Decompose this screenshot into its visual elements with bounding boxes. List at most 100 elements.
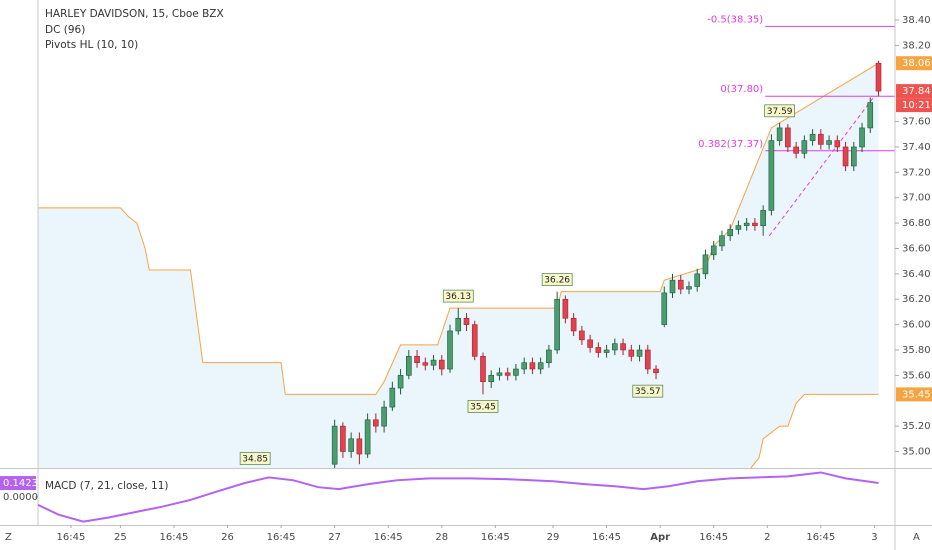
candle-body: [727, 229, 733, 237]
candle-body: [867, 102, 874, 129]
candle-body: [546, 349, 552, 363]
x-tick-label: 16:45: [806, 532, 835, 543]
candle-body: [677, 279, 684, 290]
candle-body: [397, 375, 404, 389]
x-tick-label: 16:45: [592, 532, 621, 543]
pivot-label: 35.45: [470, 402, 496, 412]
candle-body: [776, 127, 783, 141]
fib-label: -0.5(38.35): [707, 14, 763, 25]
candle-body: [521, 362, 527, 370]
candle-body: [570, 317, 577, 332]
channel-fill: [38, 63, 879, 468]
pivot-box: [467, 400, 499, 413]
candle-body: [364, 419, 371, 455]
candle-body: [620, 343, 626, 351]
candle-body: [612, 343, 618, 351]
y-tick-label: 36.20: [902, 294, 931, 305]
candle-body: [785, 127, 791, 148]
macd-badge: [0, 476, 36, 491]
pivot-label: 34.85: [242, 455, 268, 465]
x-tick-label: 16:45: [57, 532, 86, 543]
price-badge-label: 35.45: [902, 389, 931, 400]
candle-body: [719, 235, 725, 247]
y-tick-label: 37.60: [902, 117, 931, 128]
pivot-box: [764, 104, 795, 118]
price-badge-label: 38.06: [902, 58, 931, 69]
toolbar-button[interactable]: A: [913, 532, 920, 543]
candle-body: [529, 362, 536, 370]
countdown-label: 10:21: [902, 100, 931, 111]
indicator-label: Pivots HL (10, 10): [45, 39, 138, 51]
y-tick-label: 35.00: [902, 447, 931, 458]
x-tick-label: 28: [435, 532, 448, 543]
candle-body: [760, 210, 766, 226]
candle-body: [422, 362, 429, 366]
pivot-box: [239, 452, 271, 465]
candle-body: [603, 349, 610, 353]
fib-label: 0(37.80): [720, 84, 763, 95]
candle-body: [694, 273, 701, 287]
toolbar-button[interactable]: Z: [5, 532, 12, 543]
macd-title: MACD (7, 21, close, 11): [45, 480, 168, 492]
chart-title: HARLEY DAVIDSON, 15, Cboe BZX: [45, 8, 224, 20]
candle-body: [636, 349, 643, 357]
pivot-label: 37.59: [767, 107, 793, 117]
y-tick-label: 37.20: [902, 167, 931, 178]
pivot-box: [632, 384, 664, 398]
fib-label: 0.382(37.37): [698, 139, 763, 150]
y-tick-label: 38.40: [902, 15, 931, 26]
y-tick-label: 35.60: [902, 370, 931, 381]
y-tick-label: 35.80: [902, 345, 931, 356]
candle-body: [537, 362, 544, 370]
fib-trend: [768, 95, 875, 237]
candle-body: [554, 298, 560, 351]
y-tick-label: 36.60: [902, 243, 931, 254]
price-badge-label: 37.84: [902, 86, 931, 97]
x-tick-label: 2: [764, 532, 770, 543]
candle-body: [669, 279, 676, 294]
candle-body: [793, 146, 799, 154]
candle-body: [496, 372, 503, 376]
candle-body: [686, 286, 692, 290]
indicator-label: DC (96): [45, 24, 85, 36]
y-tick-label: 37.40: [902, 142, 931, 153]
candle-body: [471, 324, 478, 357]
candle-body: [504, 372, 511, 376]
candle-body: [331, 425, 338, 465]
x-tick-label: 25: [114, 532, 127, 543]
candle-body: [768, 140, 775, 211]
candle-body: [710, 245, 717, 256]
candle-body: [480, 356, 486, 383]
candle-body: [562, 298, 569, 319]
y-tick-label: 35.20: [902, 421, 931, 432]
x-tick-label: 29: [547, 532, 560, 543]
pivot-box: [442, 289, 474, 303]
candle-body: [406, 356, 412, 376]
candle-body: [644, 349, 651, 370]
x-tick-label: 3: [871, 532, 877, 543]
price-badge: [896, 56, 932, 71]
x-tick-label: 27: [328, 532, 341, 543]
candle-body: [826, 140, 832, 145]
candle-body: [850, 146, 857, 167]
candle-body: [430, 359, 437, 366]
y-tick-label: 38.20: [902, 40, 931, 51]
main-pane: [38, 25, 895, 468]
x-tick-label: 16:45: [481, 532, 510, 543]
price-badge: [896, 387, 932, 402]
candle-body: [702, 254, 709, 275]
candle-body: [595, 347, 602, 353]
pivot-label: 36.13: [445, 292, 471, 302]
candle-body: [348, 438, 354, 452]
x-tick-label: 16:45: [374, 532, 403, 543]
candle-body: [628, 349, 635, 357]
pivot-box: [541, 273, 573, 286]
candle-body: [842, 146, 849, 167]
candle-body: [587, 339, 593, 348]
y-tick-label: 37.00: [902, 193, 931, 204]
y-tick-label: 36.80: [902, 218, 931, 229]
x-tick-label: 16:45: [699, 532, 728, 543]
candle-body: [859, 127, 865, 148]
candle-body: [735, 225, 742, 230]
